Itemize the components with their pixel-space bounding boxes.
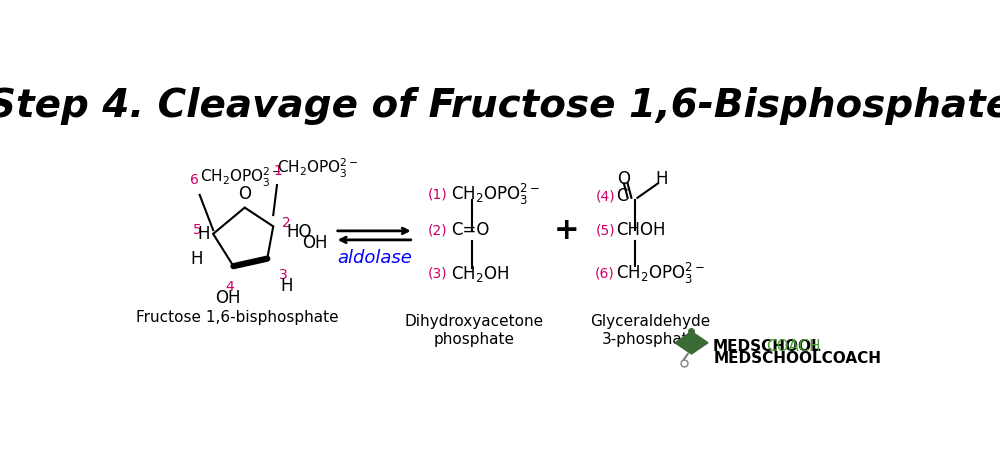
Text: Step 4. Cleavage of Fructose 1,6-Bisphosphate: Step 4. Cleavage of Fructose 1,6-Bisphos… bbox=[0, 88, 1000, 125]
Text: (3): (3) bbox=[428, 267, 447, 280]
Text: (2): (2) bbox=[428, 223, 447, 237]
Text: C: C bbox=[616, 187, 628, 205]
Text: 6: 6 bbox=[190, 173, 199, 187]
Text: MEDSCHOOLCOACH: MEDSCHOOLCOACH bbox=[714, 351, 882, 366]
Text: H: H bbox=[281, 278, 293, 296]
Text: Dihydroxyacetone
phosphate: Dihydroxyacetone phosphate bbox=[404, 314, 543, 347]
Text: CH$_2$OPO$_3^{2-}$: CH$_2$OPO$_3^{2-}$ bbox=[200, 166, 281, 189]
Text: MEDSCHOOL: MEDSCHOOL bbox=[712, 339, 821, 354]
Text: (1): (1) bbox=[428, 187, 447, 201]
Text: O: O bbox=[238, 185, 251, 203]
Text: (6): (6) bbox=[595, 267, 615, 280]
Text: (4): (4) bbox=[595, 189, 615, 203]
Text: OH: OH bbox=[302, 234, 327, 252]
Text: Glyceraldehyde
3-phosphate: Glyceraldehyde 3-phosphate bbox=[590, 314, 710, 347]
Text: 4: 4 bbox=[225, 280, 234, 294]
Text: H: H bbox=[197, 225, 209, 243]
Text: H: H bbox=[190, 250, 203, 268]
Text: H: H bbox=[655, 170, 668, 188]
Polygon shape bbox=[675, 332, 708, 354]
Text: (5): (5) bbox=[595, 223, 615, 237]
Text: CH$_2$OPO$_3^{2-}$: CH$_2$OPO$_3^{2-}$ bbox=[616, 261, 705, 286]
Text: Fructose 1,6-bisphosphate: Fructose 1,6-bisphosphate bbox=[136, 310, 338, 325]
Text: HO: HO bbox=[287, 223, 312, 241]
Text: CH$_2$OPO$_3^{2-}$: CH$_2$OPO$_3^{2-}$ bbox=[277, 157, 359, 180]
Text: OH: OH bbox=[215, 289, 240, 307]
Text: C=O: C=O bbox=[451, 221, 490, 239]
Text: CH$_2$OH: CH$_2$OH bbox=[451, 263, 509, 284]
Text: COACH: COACH bbox=[767, 339, 821, 354]
Text: O: O bbox=[617, 170, 630, 188]
Text: 3: 3 bbox=[278, 268, 287, 281]
Text: 5: 5 bbox=[193, 223, 202, 237]
Text: 1: 1 bbox=[273, 164, 282, 177]
Text: CHOH: CHOH bbox=[616, 221, 666, 239]
Text: CH$_2$OPO$_3^{2-}$: CH$_2$OPO$_3^{2-}$ bbox=[451, 182, 540, 207]
Text: 2: 2 bbox=[282, 216, 291, 229]
Text: +: + bbox=[553, 216, 579, 245]
Text: aldolase: aldolase bbox=[337, 249, 412, 267]
